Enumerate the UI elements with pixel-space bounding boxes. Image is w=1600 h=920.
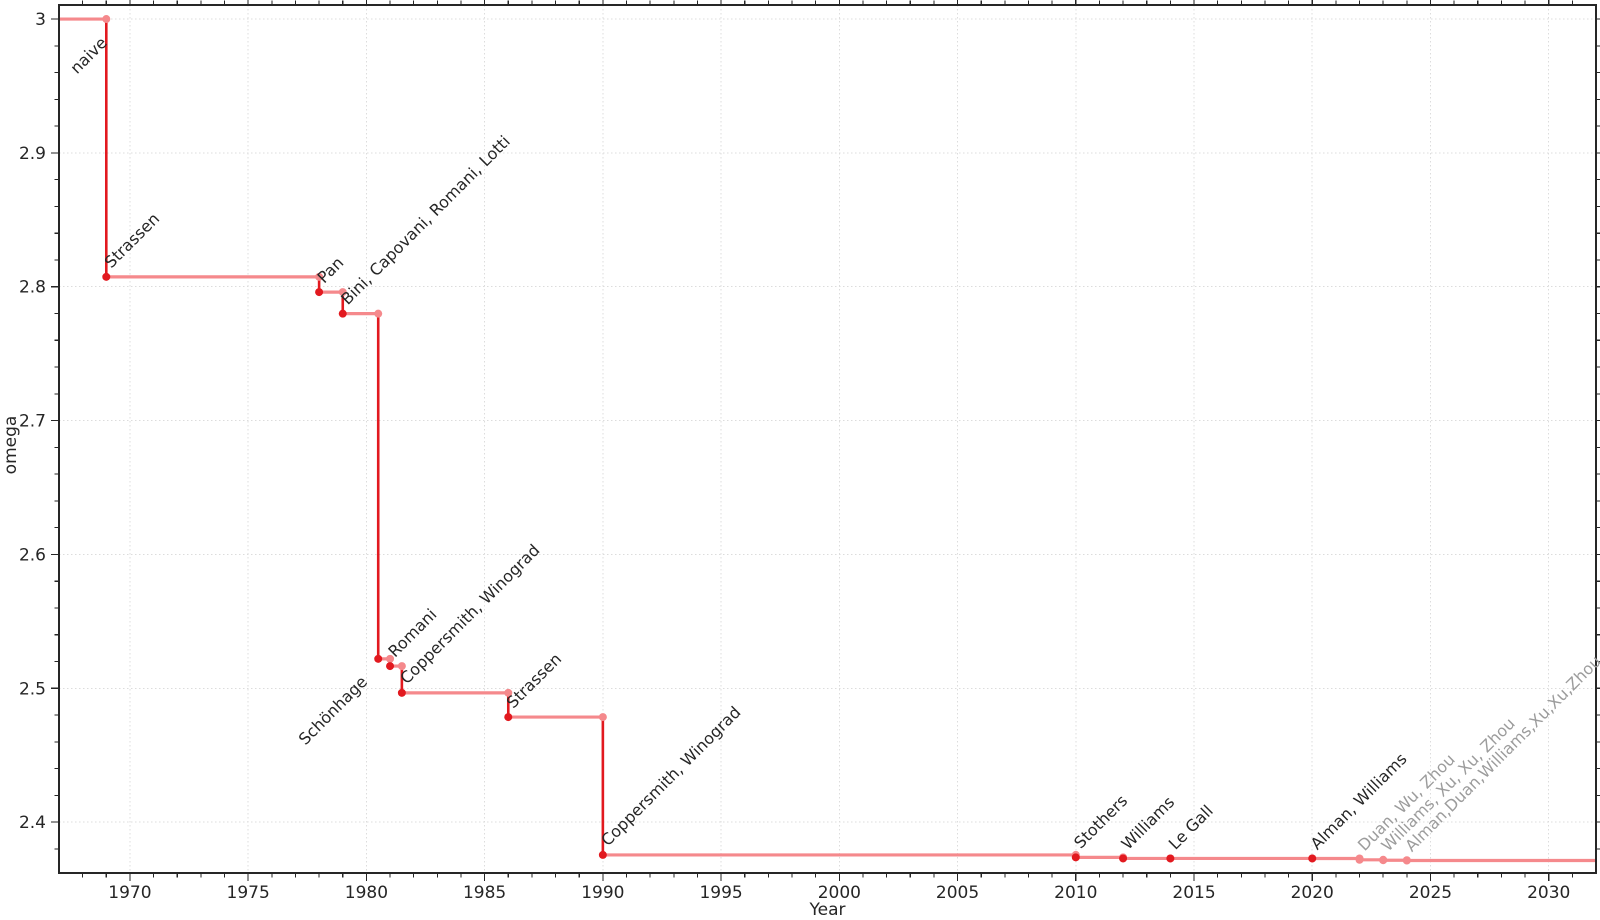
y-tick-label-2.4: 2.4	[19, 813, 46, 833]
x-tick-labels: 1970 1975 1980 1985 1990 1995 2000 2005 2010 2015…	[108, 883, 1570, 903]
data-point-coppersmith-winograd-1981.5	[397, 688, 406, 697]
junction-point	[504, 688, 513, 697]
y-tick-label-3: 3	[35, 10, 46, 30]
x-tick-label-1975: 1975	[227, 883, 270, 903]
x-tick-label-2020: 2020	[1291, 883, 1334, 903]
data-point-strassen-1986	[504, 713, 513, 722]
x-axis-title: Year	[809, 900, 846, 920]
annotation-williams-xu-xu-zhou-2023: Williams, Xu, Xu, Zhou	[1378, 714, 1519, 855]
y-tick-label-2.7: 2.7	[19, 412, 46, 432]
data-point-romani-1981	[386, 662, 395, 671]
data-point-stothers-2010	[1071, 853, 1080, 862]
data-point-williams-xu-xu-zhou-2023	[1379, 856, 1388, 865]
x-tick-label-2015: 2015	[1172, 883, 1215, 903]
data-point-pan-1978	[315, 288, 324, 297]
y-tick-labels: 2.4 2.5 2.6 2.7 2.8 2.9 3	[19, 10, 46, 833]
y-axis-title: omega	[1, 416, 21, 475]
data-point-bini-capovani-romani-lotti-1979	[338, 309, 347, 318]
gridlines	[59, 5, 1596, 873]
junction-point	[102, 15, 111, 24]
annotation-sch-nhage-1980.5: Schönhage	[295, 672, 371, 748]
x-tick-label-2025: 2025	[1409, 883, 1452, 903]
annotation-strassen-1969: Strassen	[101, 209, 164, 272]
y-tick-label-2.8: 2.8	[19, 278, 46, 298]
y-tick-label-2.5: 2.5	[19, 679, 46, 699]
x-tick-label-1995: 1995	[699, 883, 742, 903]
x-tick-label-1990: 1990	[581, 883, 624, 903]
data-point-strassen-1969	[102, 272, 111, 281]
annotation-strassen-1986: Strassen	[503, 649, 566, 712]
axis-ticks	[51, 0, 1600, 881]
x-tick-label-2005: 2005	[936, 883, 979, 903]
x-tick-label-1980: 1980	[345, 883, 388, 903]
x-tick-label-2010: 2010	[1054, 883, 1097, 903]
x-tick-label-2000: 2000	[818, 883, 861, 903]
data-point-le-gall-2014	[1166, 854, 1175, 863]
junction-point	[397, 662, 406, 671]
junction-point	[374, 309, 383, 318]
data-point-coppersmith-winograd-1990	[598, 850, 607, 859]
x-tick-label-1985: 1985	[463, 883, 506, 903]
data-point-williams-2012	[1119, 854, 1128, 863]
data-point-alman-williams-2020	[1308, 854, 1317, 863]
plot-frame	[58, 4, 1597, 874]
data-point-duan-wu-zhou-2022	[1355, 855, 1364, 864]
annotation-naive: naive	[66, 33, 110, 77]
x-tick-label-2030: 2030	[1527, 883, 1570, 903]
junction-point	[386, 654, 395, 663]
y-tick-label-2.6: 2.6	[19, 545, 46, 565]
data-point-sch-nhage-1980.5	[374, 654, 383, 663]
data-points	[102, 272, 1411, 865]
junction-point	[338, 288, 347, 297]
data-point-alman-duan-williams-xu-xu-zhou-2024	[1402, 856, 1411, 865]
annotation-coppersmith-winograd-1990: Coppersmith, Winograd	[597, 703, 744, 850]
step-line-horizontal-segments	[59, 17, 1596, 863]
annotation-alman-duan-williams-xu-xu-zhou-2024: Alman,Duan,Williams,Xu,Xu,Zhou	[1401, 652, 1600, 856]
junction-point	[598, 713, 607, 722]
x-tick-label-1970: 1970	[108, 883, 151, 903]
annotation-bini-capovani-romani-lotti-1979: Bini, Capovani, Romani, Lotti	[337, 132, 514, 309]
junction-point	[315, 272, 324, 281]
y-tick-label-2.9: 2.9	[19, 144, 46, 164]
